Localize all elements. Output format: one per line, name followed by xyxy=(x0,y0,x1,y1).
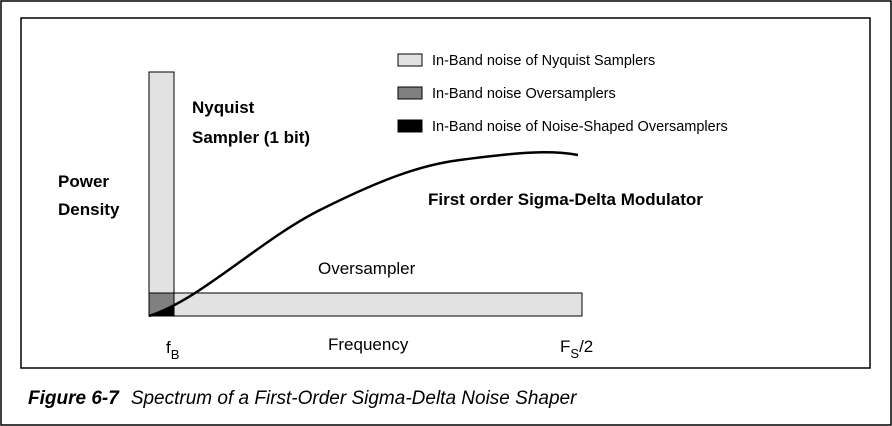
fs-main: F xyxy=(560,337,570,356)
legend-label: In-Band noise of Nyquist Samplers xyxy=(432,53,655,69)
fb-sub: B xyxy=(171,347,180,362)
legend-label: In-Band noise of Noise-Shaped Oversample… xyxy=(432,119,728,135)
label: Oversampler xyxy=(318,259,416,278)
axis-label: fB xyxy=(166,338,179,362)
caption-text: Spectrum of a First-Order Sigma-Delta No… xyxy=(131,388,577,409)
legend-label: In-Band noise Oversamplers xyxy=(432,86,616,102)
fs-sub: S xyxy=(570,346,579,361)
axis-label: FS/2 xyxy=(560,337,593,361)
fs-suffix: /2 xyxy=(579,337,593,356)
legend-swatch xyxy=(397,53,423,67)
caption-number: Figure 6-7 xyxy=(28,388,120,409)
noise-shaped-inband xyxy=(149,305,174,316)
legend-swatch xyxy=(397,119,423,133)
label: Sampler (1 bit) xyxy=(192,128,310,147)
legend-swatch xyxy=(397,86,423,100)
label: Density xyxy=(58,200,120,219)
label: First order Sigma-Delta Modulator xyxy=(428,190,703,209)
label: Power xyxy=(58,172,109,191)
caption: Figure 6-7 Spectrum of a First-Order Sigm… xyxy=(28,388,577,409)
oversampler-bar xyxy=(148,292,583,317)
nyquist-bar xyxy=(148,71,175,317)
modulator-curve xyxy=(148,151,579,318)
label: Nyquist xyxy=(192,98,255,117)
axis-label: Frequency xyxy=(328,335,409,354)
fb-main: f xyxy=(166,338,171,357)
